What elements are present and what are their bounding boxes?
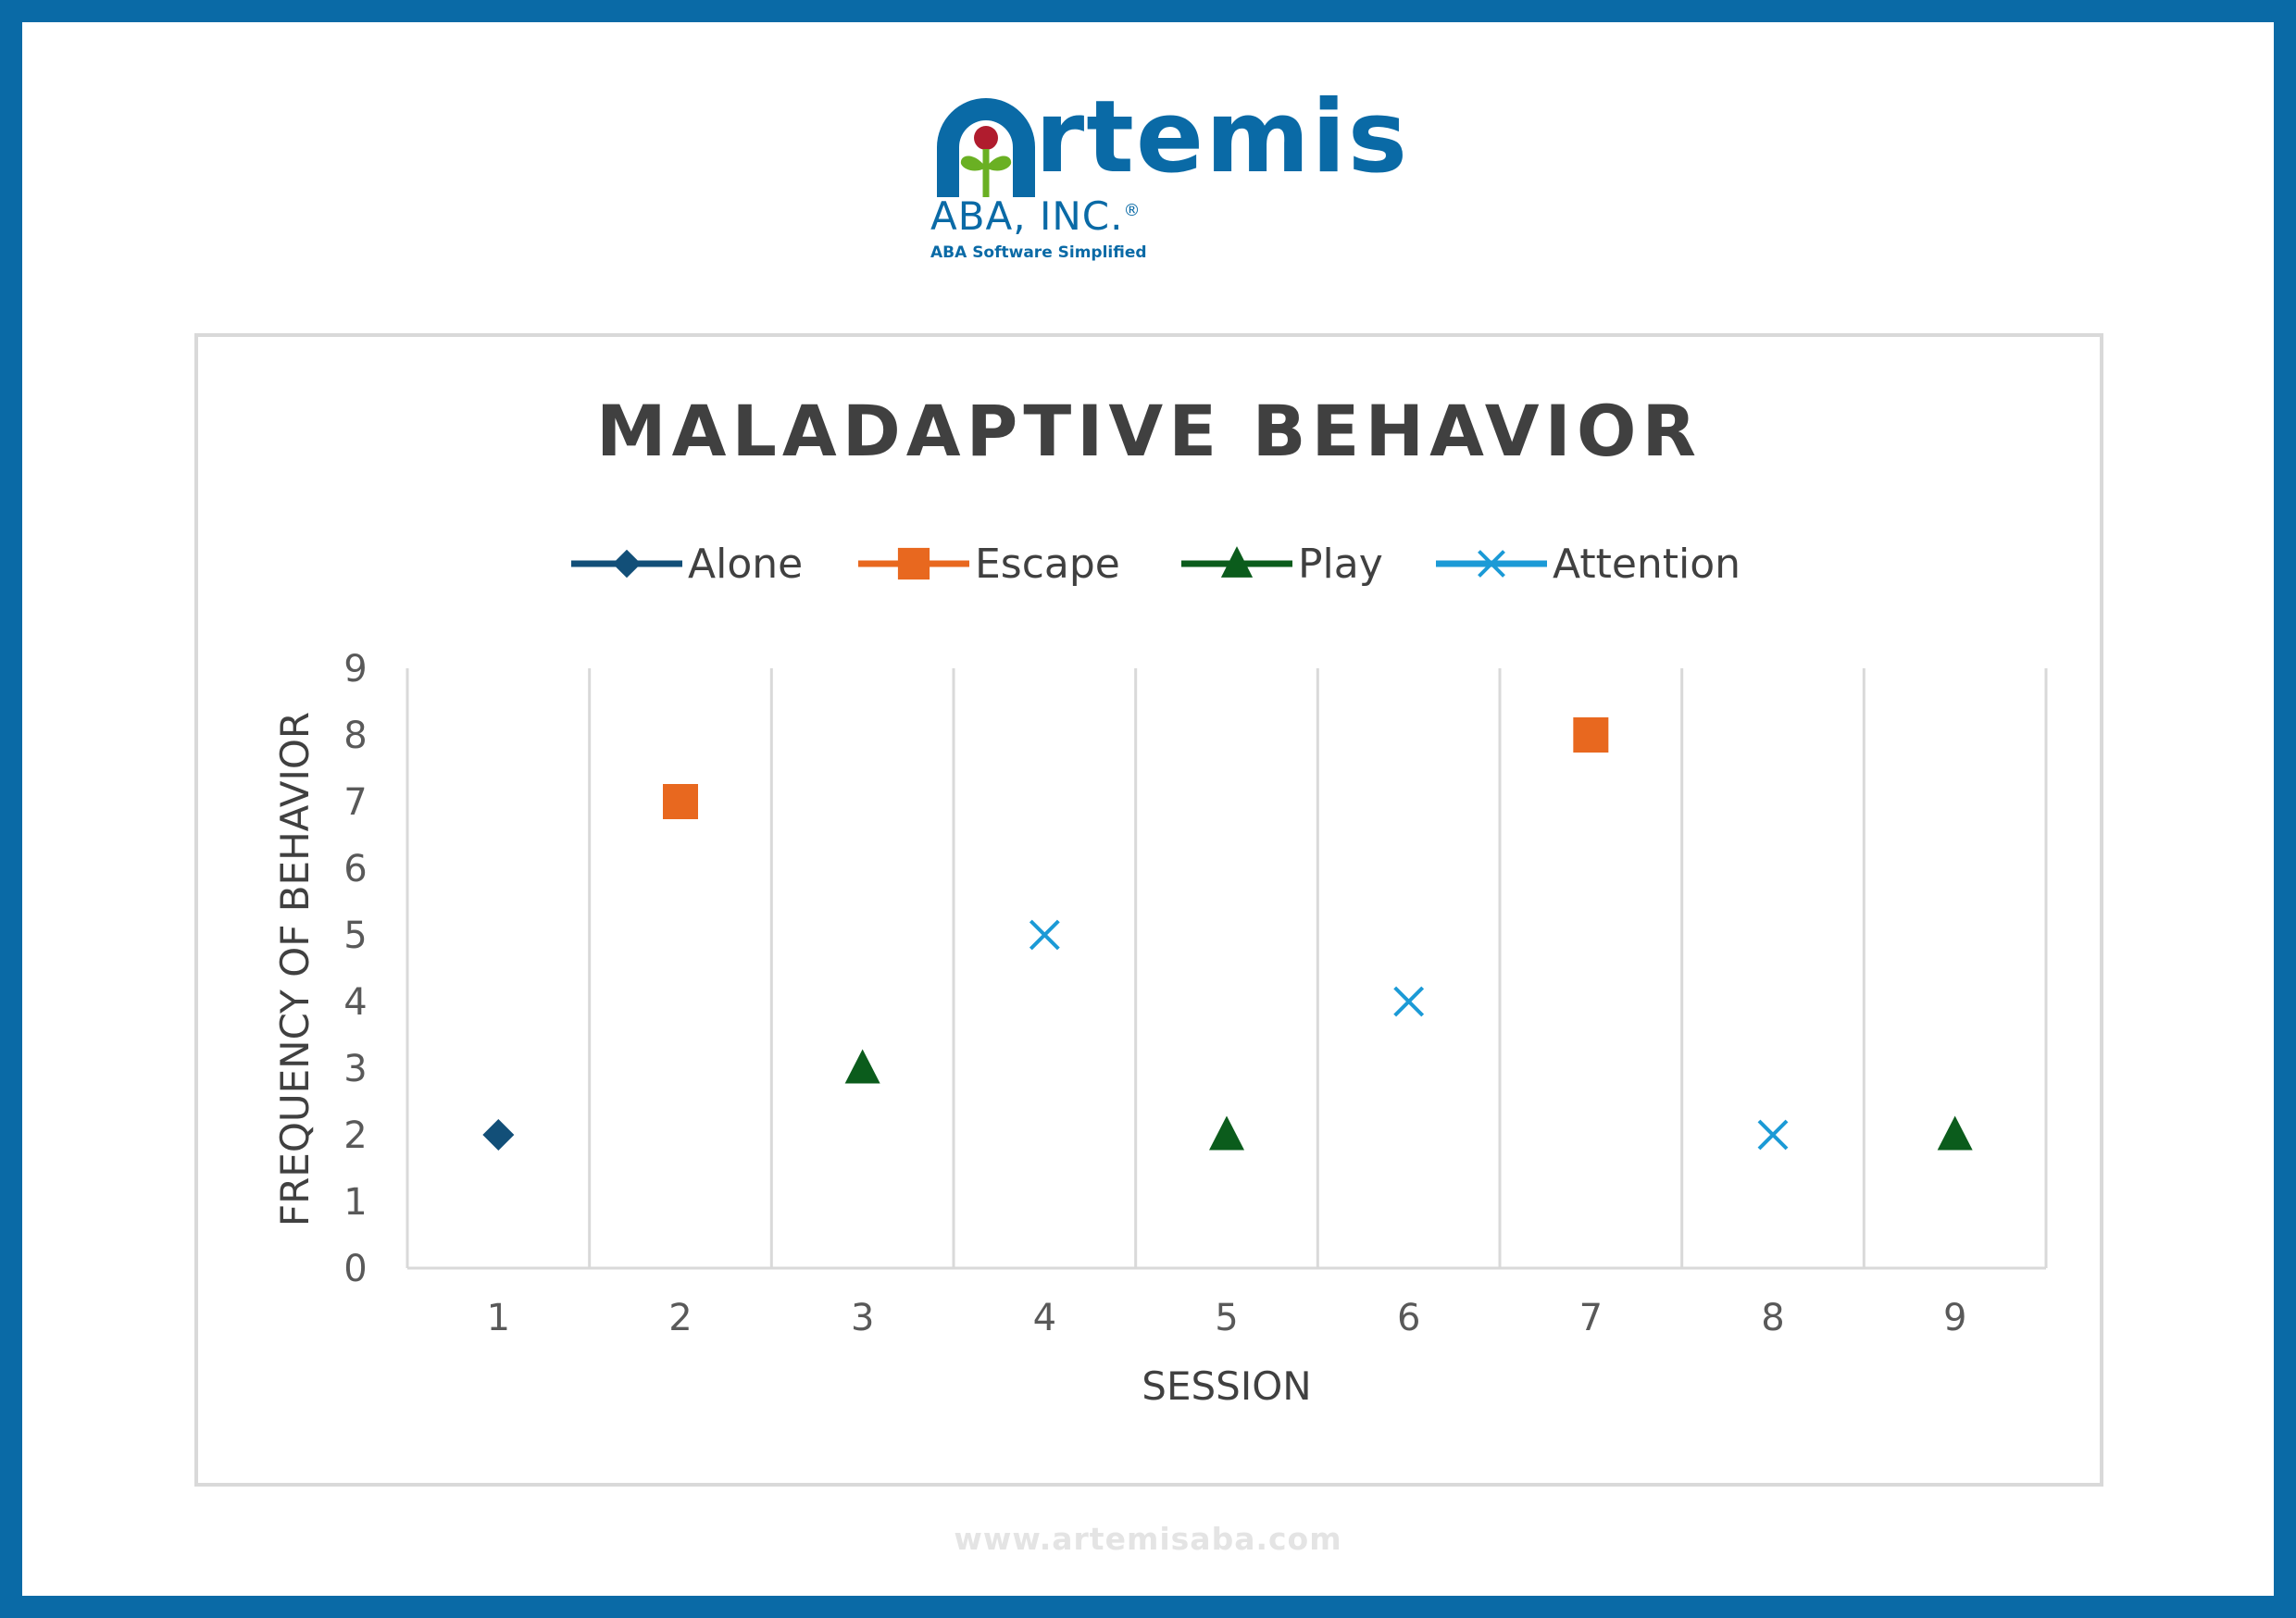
legend-marker-escape (897, 547, 930, 580)
y-tick-label: 1 (343, 1181, 367, 1224)
brand-tagline: ABA Software Simplified (930, 243, 1147, 262)
footer-url[interactable]: www.artemisaba.com (954, 1521, 1342, 1557)
brand-subtitle: ABA, INC.® (930, 197, 1141, 236)
y-tick-label: 7 (343, 781, 367, 824)
y-tick-label: 0 (343, 1248, 367, 1290)
y-tick-label: 4 (343, 981, 367, 1024)
data-point-attention (1757, 1119, 1789, 1151)
maladaptive-behavior-chart: MALADAPTIVE BEHAVIOR Alone Escape Play Atten… (272, 390, 2048, 1409)
data-point-play (844, 1049, 880, 1084)
legend-label-escape: Escape (975, 541, 1120, 588)
x-tick-label: 7 (1579, 1297, 1603, 1339)
y-tick-label: 9 (343, 648, 367, 691)
data-point-escape (663, 784, 698, 819)
brand-sub-text: ABA, INC. (930, 193, 1124, 239)
x-tick-label: 2 (668, 1297, 692, 1339)
x-tick-label: 4 (1033, 1297, 1056, 1339)
chart-card: MALADAPTIVE BEHAVIOR Alone Escape Play Atten… (194, 333, 2103, 1487)
legend-marker-play (1220, 546, 1254, 578)
logo-bud (974, 126, 998, 150)
chart-title: MALADAPTIVE BEHAVIOR (596, 390, 1702, 472)
legend-label-alone: Alone (688, 541, 803, 588)
x-tick-label: 5 (1215, 1297, 1238, 1339)
brand-name: rtemis (1035, 80, 1409, 195)
y-tick-label: 3 (343, 1048, 367, 1090)
data-point-alone (482, 1119, 515, 1151)
data-point-play (1937, 1115, 1973, 1151)
x-tick-label: 3 (851, 1297, 874, 1339)
logo-leaf-right (986, 156, 1012, 171)
registered-mark: ® (1123, 201, 1142, 220)
data-point-attention (1029, 919, 1060, 951)
data-point-escape (1573, 717, 1609, 753)
legend-label-attention: Attention (1553, 541, 1741, 588)
y-tick-label: 6 (343, 848, 367, 890)
brand-logo: rtemis ABA, INC.® ABA Software Simplifie… (926, 88, 1407, 273)
x-tick-label: 1 (487, 1297, 510, 1339)
logo-leaf-left (960, 156, 986, 171)
x-tick-label: 6 (1397, 1297, 1420, 1339)
y-tick-label: 2 (343, 1114, 367, 1157)
data-point-attention (1393, 986, 1425, 1017)
data-point-play (1209, 1115, 1244, 1151)
x-tick-label: 8 (1761, 1297, 1784, 1339)
legend-marker-attention (1478, 550, 1505, 578)
y-axis-label: FREQUENCY OF BEHAVIOR (272, 712, 318, 1226)
y-tick-label: 8 (343, 715, 367, 757)
y-tick-label: 5 (343, 915, 367, 957)
artemis-a-logo-icon (937, 98, 1035, 197)
x-tick-label: 9 (1943, 1297, 1966, 1339)
x-axis-label: SESSION (1142, 1363, 1311, 1409)
logo-arch (937, 98, 1035, 197)
legend-label-play: Play (1298, 541, 1383, 588)
